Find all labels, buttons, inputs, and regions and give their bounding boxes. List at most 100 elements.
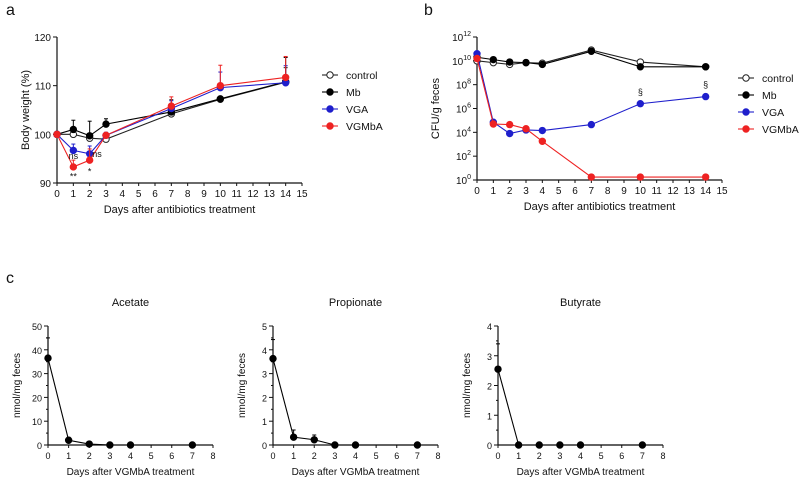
legend-label: control — [346, 70, 378, 82]
x-tick-label: 12 — [667, 186, 679, 197]
y-tick-label: 102 — [456, 150, 471, 163]
chart-c-acetate: 0 1 2 3 4 5 6 7 8 0 10 20 30 40 50 Days after VGMbA tre… — [12, 297, 216, 478]
x-tick-label: 4 — [128, 451, 133, 461]
y-tick-label: 5 — [262, 322, 267, 332]
series-line — [47, 357, 193, 446]
x-tick-label: 0 — [270, 451, 275, 461]
data-point — [102, 120, 110, 128]
legend-item-VGMbA: VGMbA — [322, 121, 383, 133]
x-tick-label: 5 — [136, 189, 142, 200]
data-point — [535, 441, 543, 449]
y-tick-label: 4 — [262, 346, 267, 356]
annotation: § — [703, 80, 708, 90]
x-tick-label: 7 — [190, 451, 195, 461]
x-tick-label: 15 — [296, 189, 308, 200]
data-point — [538, 137, 547, 145]
x-axis-label: Days after VGMbA treatment — [67, 467, 195, 478]
series-VGMbA — [53, 55, 290, 171]
series-VGA — [53, 65, 290, 158]
y-tick-label: 1010 — [452, 55, 471, 68]
legend-label: VGMbA — [346, 121, 383, 133]
series-VGMbA — [473, 54, 710, 181]
legend-label: VGA — [762, 107, 784, 119]
data-point — [188, 441, 197, 449]
data-point — [701, 173, 710, 181]
panel-label-a: a — [6, 2, 15, 19]
data-point — [310, 436, 318, 444]
y-tick-label: 50 — [32, 322, 42, 332]
x-tick-label: 8 — [660, 451, 665, 461]
x-tick-label: 1 — [491, 186, 497, 197]
y-tick-label: 120 — [34, 33, 51, 44]
y-axis-label: Body weight (%) — [20, 70, 32, 150]
data-point — [636, 173, 645, 181]
series-line — [272, 358, 418, 446]
x-tick-label: 0 — [495, 451, 500, 461]
x-tick-label: 1 — [71, 189, 77, 200]
y-tick-label: 2 — [487, 382, 492, 392]
x-tick-label: 2 — [312, 451, 317, 461]
x-axis-label: Days after antibiotics treatment — [104, 204, 256, 216]
x-tick-label: 13 — [264, 189, 276, 200]
y-tick-label: 1 — [487, 411, 492, 421]
x-tick-label: 7 — [640, 451, 645, 461]
y-tick-label: 110 — [35, 82, 51, 93]
data-point — [216, 81, 225, 90]
data-point — [106, 441, 114, 449]
data-point — [102, 131, 110, 140]
y-tick-label: 0 — [487, 441, 492, 451]
legend-marker — [742, 108, 750, 116]
legend-label: control — [762, 73, 794, 85]
y-tick-label: 30 — [32, 370, 42, 380]
x-tick-label: 1 — [516, 451, 521, 461]
x-tick-label: 15 — [716, 186, 728, 197]
legend-item-control: control — [322, 70, 378, 82]
y-tick-label: 108 — [456, 79, 471, 92]
y-tick-label: 3 — [487, 352, 492, 362]
series-line — [476, 58, 706, 178]
x-tick-label: 1 — [291, 451, 296, 461]
legend-item-VGA: VGA — [322, 104, 368, 116]
data-point — [85, 132, 94, 140]
x-tick-label: 5 — [599, 451, 604, 461]
legend-marker — [326, 122, 334, 130]
data-point — [505, 120, 514, 129]
x-tick-label: 13 — [684, 186, 696, 197]
legend-marker — [742, 125, 750, 133]
legend-item-VGMbA: VGMbA — [738, 124, 799, 136]
data-point — [556, 441, 564, 449]
y-tick-label: 4 — [487, 322, 492, 332]
y-axis-label: nmol/mg feces — [12, 353, 23, 418]
x-tick-label: 5 — [149, 451, 154, 461]
data-point — [85, 156, 94, 164]
data-point — [505, 129, 514, 138]
data-point — [69, 146, 78, 155]
y-tick-label: 90 — [40, 179, 52, 190]
data-point — [216, 95, 225, 103]
x-tick-label: 11 — [231, 189, 242, 200]
data-point — [473, 54, 481, 63]
series-values — [494, 343, 647, 449]
y-tick-label: 1012 — [452, 31, 471, 44]
y-tick-label: 100 — [456, 174, 471, 187]
legend-marker — [326, 71, 334, 79]
x-tick-label: 6 — [394, 451, 399, 461]
legend-label: Mb — [346, 87, 361, 99]
annotation: ns — [69, 151, 79, 161]
x-axis-label: Days after VGMbA treatment — [517, 467, 645, 478]
annotation: § — [638, 87, 643, 97]
x-tick-label: 11 — [651, 186, 662, 197]
y-axis-label: CFU/g feces — [430, 77, 442, 139]
annotation: * — [88, 166, 92, 176]
data-point — [289, 433, 298, 441]
data-point — [126, 441, 135, 449]
legend-item-Mb: Mb — [322, 87, 361, 99]
annotation: ** — [70, 172, 78, 182]
data-point — [636, 63, 645, 71]
x-tick-label: 0 — [54, 189, 60, 200]
x-tick-label: 14 — [700, 186, 712, 197]
x-tick-label: 3 — [332, 451, 337, 461]
data-point — [522, 125, 530, 133]
